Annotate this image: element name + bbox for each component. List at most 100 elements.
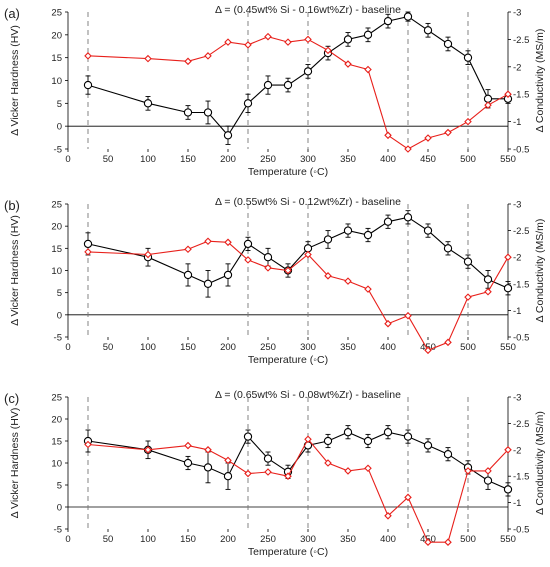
x-tick-label: 500 [460, 342, 476, 353]
y-tick-label: 10 [51, 266, 62, 277]
hardness-point [463, 53, 473, 62]
x-tick-label: 250 [260, 342, 276, 353]
conductivity-series [84, 435, 512, 546]
hardness-point [403, 432, 413, 441]
conductivity-point [224, 38, 232, 46]
conductivity-point [144, 446, 152, 454]
conductivity-point [284, 38, 292, 46]
y-tick-label: 0 [57, 122, 62, 133]
x-tick-label: 150 [180, 342, 196, 353]
conductivity-point [404, 145, 412, 153]
y-tick-label: 5 [57, 288, 62, 299]
y2-tick-label: -3 [513, 393, 521, 404]
y2-tick-label: -1.5 [513, 90, 529, 101]
y-tick-label: 15 [51, 244, 62, 255]
y2-tick-label: -2.5 [513, 226, 529, 237]
conductivity-point [264, 468, 272, 476]
hardness-point [483, 94, 493, 103]
y-tick-label: 10 [51, 76, 62, 87]
y-tick-label: 25 [51, 8, 62, 19]
conductivity-point [304, 435, 312, 444]
y2-tick-label: -2.5 [513, 35, 529, 46]
conductivity-point [224, 238, 232, 247]
hardness-line [87, 216, 509, 289]
conductivity-point [504, 90, 512, 98]
conductivity-point [464, 467, 472, 475]
y2-tick-label: -3 [513, 8, 521, 19]
conductivity-point [244, 41, 252, 49]
hardness-point [263, 454, 273, 463]
conductivity-point [484, 467, 492, 475]
conductivity-point [344, 467, 352, 475]
x-tick-label: 150 [180, 534, 196, 545]
y2-tick-label: -0.5 [513, 145, 529, 156]
hardness-point [323, 235, 333, 244]
y-tick-label: -5 [54, 525, 62, 536]
x-tick-label: 450 [420, 154, 436, 165]
conductivity-series [84, 237, 512, 355]
x-tick-label: 200 [220, 154, 236, 165]
conductivity-point [264, 32, 272, 41]
conductivity-point [204, 237, 212, 246]
y2-axis-label: Δ Conductivity (MS/m) [534, 219, 546, 323]
x-tick-label: 500 [460, 534, 476, 545]
x-tick-label: 500 [460, 154, 476, 165]
conductivity-point [484, 288, 492, 296]
conductivity-point [444, 338, 452, 347]
hardness-point [263, 80, 273, 90]
conductivity-point [184, 441, 192, 450]
y-tick-label: 25 [51, 200, 62, 211]
hardness-point [343, 428, 353, 437]
x-axis-label: Temperature (◦C) [248, 354, 328, 366]
conductivity-point [84, 440, 92, 449]
x-tick-label: 50 [103, 534, 114, 545]
conductivity-point [424, 538, 432, 546]
hardness-point [443, 450, 453, 459]
conductivity-point [384, 319, 392, 328]
x-tick-label: 50 [103, 154, 114, 165]
x-tick-label: 0 [65, 342, 70, 353]
conductivity-point [284, 472, 292, 480]
hardness-point [243, 99, 253, 108]
hardness-point [203, 108, 213, 117]
x-tick-label: 550 [500, 534, 516, 545]
panel-label: (c) [4, 391, 19, 406]
conductivity-point [444, 128, 452, 137]
conductivity-point [204, 52, 212, 60]
chart-title: Δ = (0.45wt% Si - 0.16wt%Zr) - baseline [215, 4, 401, 16]
conductivity-point [344, 277, 352, 285]
x-tick-label: 250 [260, 154, 276, 165]
x-tick-label: 400 [380, 154, 396, 165]
conductivity-point [424, 346, 432, 355]
y-tick-label: 5 [57, 481, 62, 492]
y-tick-label: 20 [51, 222, 62, 233]
hardness-series [83, 425, 513, 497]
x-tick-label: 250 [260, 534, 276, 545]
hardness-point [323, 436, 333, 446]
conductivity-series [84, 32, 512, 153]
x-tick-label: 200 [220, 342, 236, 353]
hardness-point [183, 270, 193, 280]
conductivity-point [144, 54, 152, 63]
conductivity-point [304, 250, 312, 259]
hardness-point [443, 244, 453, 253]
y2-tick-label: -0.5 [513, 333, 529, 344]
hardness-point [503, 485, 513, 494]
conductivity-point [224, 456, 232, 465]
y-tick-label: 15 [51, 53, 62, 64]
conductivity-point [244, 256, 252, 264]
x-tick-label: 100 [140, 154, 156, 165]
hardness-point [483, 476, 493, 485]
conductivity-point [344, 60, 352, 68]
hardness-point [243, 432, 253, 441]
hardness-point [203, 463, 213, 472]
conductivity-point [384, 131, 392, 140]
hardness-point [183, 108, 193, 117]
hardness-point [363, 30, 373, 39]
x-tick-label: 100 [140, 534, 156, 545]
y2-tick-label: -1 [513, 498, 521, 509]
hardness-point [223, 270, 233, 280]
x-tick-label: 150 [180, 154, 196, 165]
hardness-point [463, 257, 473, 266]
